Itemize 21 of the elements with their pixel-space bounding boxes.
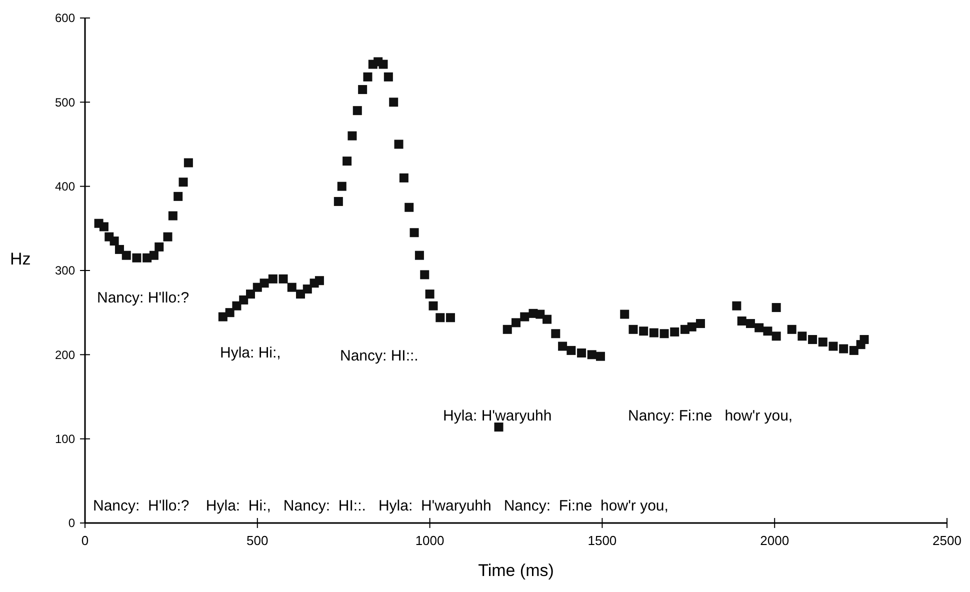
- y-tick-label: 500: [54, 95, 76, 110]
- y-tick-label: 600: [54, 11, 76, 26]
- x-tick-label: 1500: [588, 533, 617, 548]
- annotation: Nancy: H'llo:?: [97, 289, 190, 306]
- annotation: Hyla: Hi:,: [220, 344, 281, 362]
- x-tick-label: 500: [246, 533, 268, 548]
- y-tick-label: 300: [54, 264, 76, 278]
- y-tick-label: 0: [68, 516, 76, 530]
- x-tick-label: 1000: [415, 533, 444, 548]
- y-tick-label: 400: [54, 180, 76, 194]
- annotation: Hyla: H'waryuhh: [443, 407, 552, 424]
- y-tick-label: 100: [54, 432, 76, 446]
- annotation: Nancy: H'llo:? Hyla: Hi:, Nancy: HI::. Hyla: H'waryuhh Nancy: Fi:ne how'r you,: [93, 497, 668, 514]
- x-tick-label: 2500: [932, 533, 962, 548]
- annotation: Nancy: Fi:ne how'r you,: [628, 407, 793, 424]
- annotation: Nancy: HI::.: [340, 347, 418, 364]
- x-axis-title: Time (ms): [478, 561, 554, 580]
- x-tick-label: 2000: [760, 533, 790, 548]
- x-tick-label: 0: [81, 533, 89, 548]
- y-axis-title: Hz: [10, 249, 31, 268]
- y-tick-label: 200: [54, 348, 76, 362]
